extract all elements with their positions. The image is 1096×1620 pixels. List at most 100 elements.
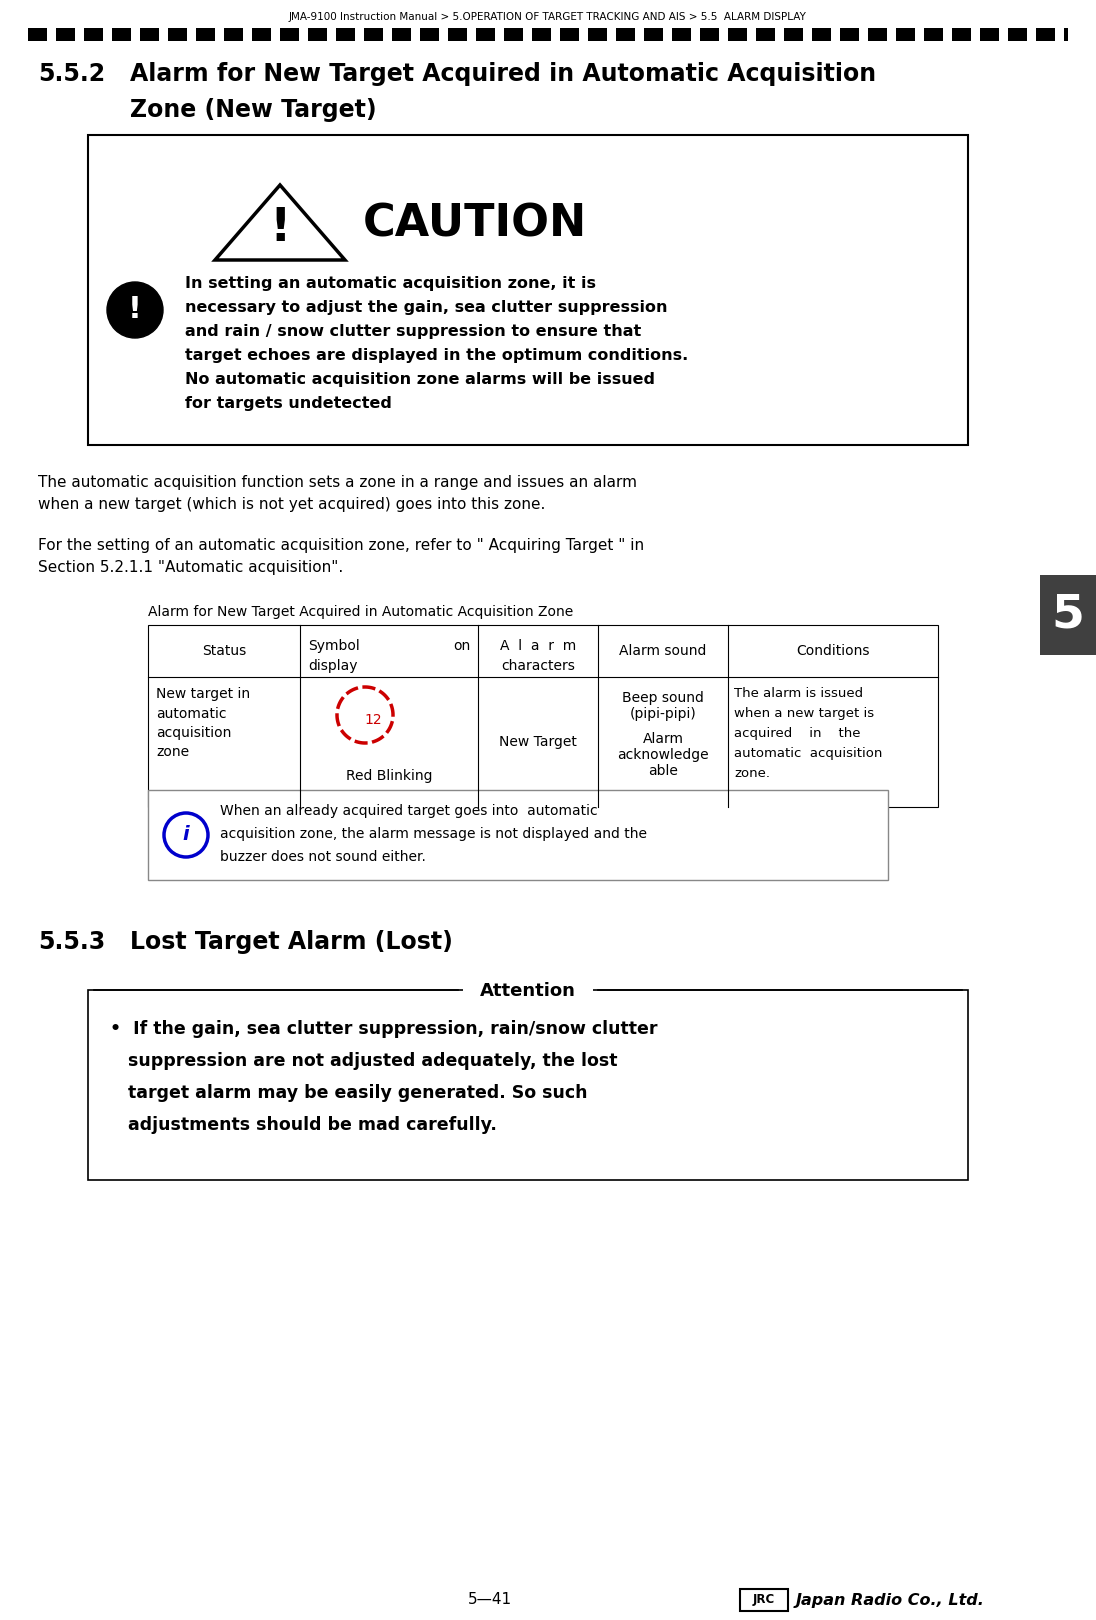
Text: !: !	[270, 206, 290, 251]
FancyBboxPatch shape	[868, 28, 887, 40]
Text: Alarm for New Target Acquired in Automatic Acquisition: Alarm for New Target Acquired in Automat…	[130, 62, 876, 86]
FancyBboxPatch shape	[812, 28, 831, 40]
FancyBboxPatch shape	[644, 28, 663, 40]
FancyBboxPatch shape	[980, 28, 998, 40]
Text: i: i	[183, 826, 190, 844]
FancyBboxPatch shape	[112, 28, 132, 40]
FancyBboxPatch shape	[504, 28, 523, 40]
Text: automatic  acquisition: automatic acquisition	[734, 747, 882, 760]
FancyBboxPatch shape	[224, 28, 243, 40]
Text: Attention: Attention	[480, 982, 575, 1000]
Text: Alarm sound: Alarm sound	[619, 645, 707, 658]
Text: Section 5.2.1.1 "Automatic acquisition".: Section 5.2.1.1 "Automatic acquisition".	[38, 561, 343, 575]
FancyBboxPatch shape	[560, 28, 579, 40]
Text: •  If the gain, sea clutter suppression, rain/snow clutter: • If the gain, sea clutter suppression, …	[110, 1021, 658, 1038]
Text: 5: 5	[1051, 593, 1084, 638]
FancyBboxPatch shape	[1040, 575, 1096, 654]
Circle shape	[164, 813, 208, 857]
FancyBboxPatch shape	[308, 28, 327, 40]
Text: display: display	[308, 659, 357, 672]
Text: acquisition zone, the alarm message is not displayed and the: acquisition zone, the alarm message is n…	[220, 826, 647, 841]
Text: When an already acquired target goes into  automatic: When an already acquired target goes int…	[220, 804, 597, 818]
Text: when a new target is: when a new target is	[734, 706, 875, 719]
Text: Conditions: Conditions	[797, 645, 870, 658]
Text: A  l  a  r  m: A l a r m	[500, 638, 576, 653]
Text: Symbol: Symbol	[308, 638, 359, 653]
FancyBboxPatch shape	[1036, 28, 1055, 40]
Text: acknowledge: acknowledge	[617, 748, 709, 761]
FancyBboxPatch shape	[756, 28, 775, 40]
FancyBboxPatch shape	[148, 791, 888, 880]
FancyBboxPatch shape	[1064, 28, 1068, 40]
Text: target alarm may be easily generated. So such: target alarm may be easily generated. So…	[110, 1084, 587, 1102]
FancyBboxPatch shape	[897, 28, 915, 40]
Text: target echoes are displayed in the optimum conditions.: target echoes are displayed in the optim…	[185, 348, 688, 363]
FancyBboxPatch shape	[56, 28, 75, 40]
Text: The alarm is issued: The alarm is issued	[734, 687, 864, 700]
FancyBboxPatch shape	[140, 28, 159, 40]
Text: CAUTION: CAUTION	[363, 202, 587, 246]
FancyBboxPatch shape	[196, 28, 215, 40]
Text: 5.5.3: 5.5.3	[38, 930, 105, 954]
FancyBboxPatch shape	[28, 28, 47, 40]
Text: No automatic acquisition zone alarms will be issued: No automatic acquisition zone alarms wil…	[185, 373, 655, 387]
Text: for targets undetected: for targets undetected	[185, 395, 392, 411]
FancyBboxPatch shape	[448, 28, 467, 40]
Text: 5.5.2: 5.5.2	[38, 62, 105, 86]
Text: Status: Status	[202, 645, 247, 658]
Text: when a new target (which is not yet acquired) goes into this zone.: when a new target (which is not yet acqu…	[38, 497, 546, 512]
FancyBboxPatch shape	[532, 28, 551, 40]
Text: on: on	[453, 638, 470, 653]
FancyBboxPatch shape	[700, 28, 719, 40]
Text: New target in
automatic
acquisition
zone: New target in automatic acquisition zone	[156, 687, 250, 760]
FancyBboxPatch shape	[587, 28, 607, 40]
FancyBboxPatch shape	[88, 134, 968, 446]
FancyBboxPatch shape	[728, 28, 747, 40]
Text: New Target: New Target	[499, 735, 576, 748]
Text: Red Blinking: Red Blinking	[345, 770, 432, 782]
Text: Alarm for New Target Acquired in Automatic Acquisition Zone: Alarm for New Target Acquired in Automat…	[148, 604, 573, 619]
FancyBboxPatch shape	[148, 625, 938, 807]
FancyBboxPatch shape	[952, 28, 971, 40]
FancyBboxPatch shape	[672, 28, 690, 40]
FancyBboxPatch shape	[840, 28, 859, 40]
Text: necessary to adjust the gain, sea clutter suppression: necessary to adjust the gain, sea clutte…	[185, 300, 667, 314]
FancyBboxPatch shape	[924, 28, 943, 40]
Text: In setting an automatic acquisition zone, it is: In setting an automatic acquisition zone…	[185, 275, 596, 292]
Text: 12: 12	[364, 713, 381, 727]
Text: Alarm: Alarm	[642, 732, 684, 745]
FancyBboxPatch shape	[784, 28, 803, 40]
Text: Japan Radio Co., Ltd.: Japan Radio Co., Ltd.	[796, 1592, 985, 1607]
FancyBboxPatch shape	[279, 28, 299, 40]
FancyBboxPatch shape	[336, 28, 355, 40]
Circle shape	[107, 282, 163, 339]
FancyBboxPatch shape	[392, 28, 411, 40]
Text: (pipi-pipi): (pipi-pipi)	[629, 706, 696, 721]
Text: acquired    in    the: acquired in the	[734, 727, 860, 740]
FancyBboxPatch shape	[88, 990, 968, 1179]
Text: able: able	[648, 765, 678, 778]
Text: characters: characters	[501, 659, 575, 672]
FancyBboxPatch shape	[616, 28, 635, 40]
Text: !: !	[128, 295, 142, 324]
Text: JMA-9100 Instruction Manual > 5.OPERATION OF TARGET TRACKING AND AIS > 5.5  ALAR: JMA-9100 Instruction Manual > 5.OPERATIO…	[289, 11, 807, 23]
Text: Beep sound: Beep sound	[623, 692, 704, 705]
Text: adjustments should be mad carefully.: adjustments should be mad carefully.	[110, 1116, 496, 1134]
FancyBboxPatch shape	[463, 970, 593, 993]
Text: suppression are not adjusted adequately, the lost: suppression are not adjusted adequately,…	[110, 1051, 617, 1069]
Text: For the setting of an automatic acquisition zone, refer to " Acquiring Target " : For the setting of an automatic acquisit…	[38, 538, 644, 552]
Text: Zone (New Target): Zone (New Target)	[130, 97, 377, 122]
FancyBboxPatch shape	[476, 28, 495, 40]
FancyBboxPatch shape	[420, 28, 439, 40]
Text: Lost Target Alarm (Lost): Lost Target Alarm (Lost)	[130, 930, 453, 954]
FancyBboxPatch shape	[252, 28, 271, 40]
Text: The automatic acquisition function sets a zone in a range and issues an alarm: The automatic acquisition function sets …	[38, 475, 637, 489]
FancyBboxPatch shape	[168, 28, 187, 40]
Text: and rain / snow clutter suppression to ensure that: and rain / snow clutter suppression to e…	[185, 324, 641, 339]
FancyBboxPatch shape	[364, 28, 383, 40]
FancyBboxPatch shape	[1008, 28, 1027, 40]
Text: 5—41: 5—41	[468, 1592, 512, 1607]
FancyBboxPatch shape	[84, 28, 103, 40]
Text: zone.: zone.	[734, 766, 770, 779]
Text: buzzer does not sound either.: buzzer does not sound either.	[220, 850, 426, 863]
